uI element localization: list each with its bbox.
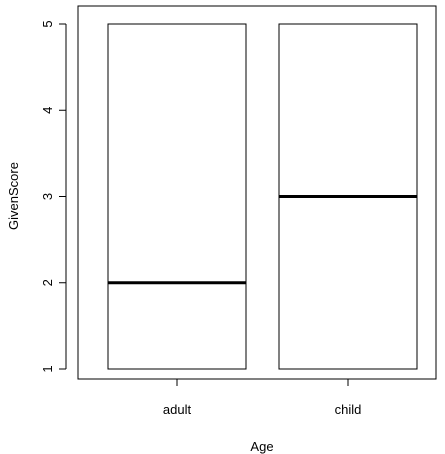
x-ticks: adult child [163, 379, 361, 417]
box-child [278, 23, 418, 370]
boxes [107, 23, 418, 370]
y-tick-label: 4 [40, 107, 55, 114]
y-tick-label: 5 [40, 20, 55, 27]
y-tick-label: 3 [40, 193, 55, 200]
x-tick-label-adult: adult [163, 402, 192, 417]
y-ticks: 1 2 3 4 5 [40, 20, 66, 373]
y-tick-label: 2 [40, 279, 55, 286]
box-adult [107, 23, 247, 370]
x-axis-title: Age [250, 439, 273, 454]
box-body [107, 23, 247, 370]
y-axis-title: GivenScore [6, 162, 21, 230]
x-tick-label-child: child [335, 402, 362, 417]
y-tick-label: 1 [40, 365, 55, 372]
